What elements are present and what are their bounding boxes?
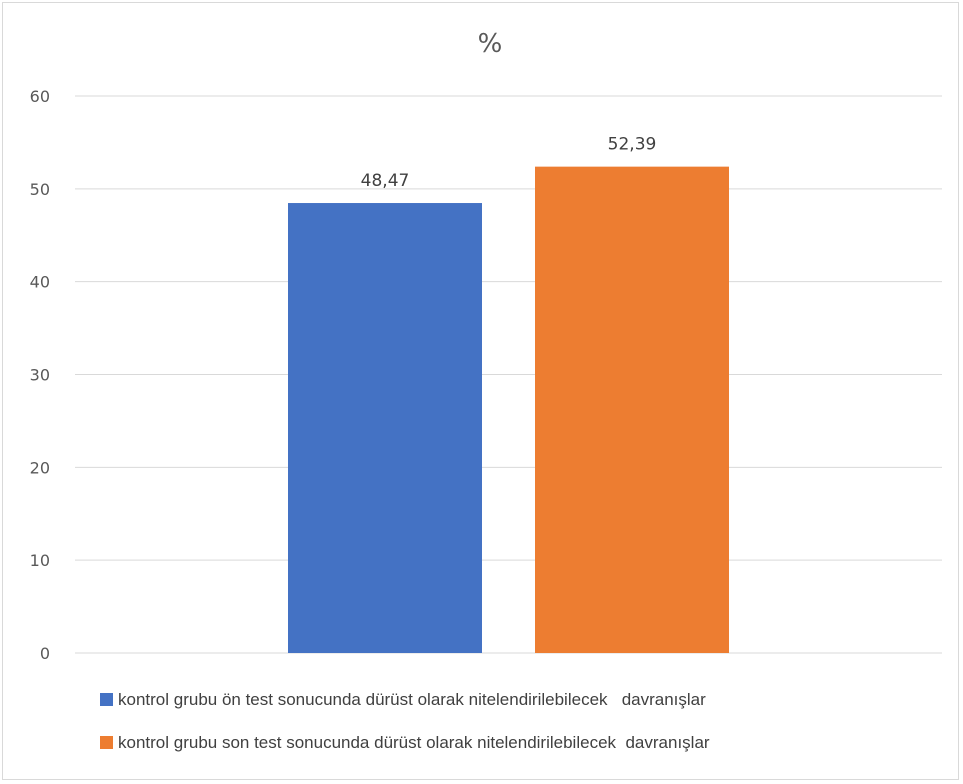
- legend-label-2: kontrol grubu son test sonucunda dürüst …: [118, 733, 710, 752]
- legend-label-1: kontrol grubu ön test sonucunda dürüst o…: [118, 690, 706, 709]
- legend-swatch-2: [100, 736, 113, 749]
- bar-series-2: [535, 166, 729, 653]
- bar-series-1: [288, 203, 482, 653]
- data-label-series-1: 48,47: [361, 171, 410, 191]
- y-tick-label: 60: [30, 87, 50, 106]
- y-tick-label: 20: [30, 458, 50, 477]
- bars: [288, 166, 729, 653]
- legend-swatch-1: [100, 693, 113, 706]
- y-axis-ticks: 0 10 20 30 40 50 60: [30, 87, 50, 663]
- y-tick-label: 40: [30, 273, 50, 292]
- data-labels: 48,47 52,39: [361, 135, 657, 191]
- legend: kontrol grubu ön test sonucunda dürüst o…: [100, 690, 710, 752]
- y-tick-label: 10: [30, 551, 50, 570]
- data-label-series-2: 52,39: [608, 135, 657, 155]
- gridlines: [75, 95, 942, 654]
- y-tick-label: 0: [40, 644, 50, 663]
- chart-title: %: [478, 29, 503, 59]
- y-tick-label: 30: [30, 366, 50, 385]
- y-tick-label: 50: [30, 180, 50, 199]
